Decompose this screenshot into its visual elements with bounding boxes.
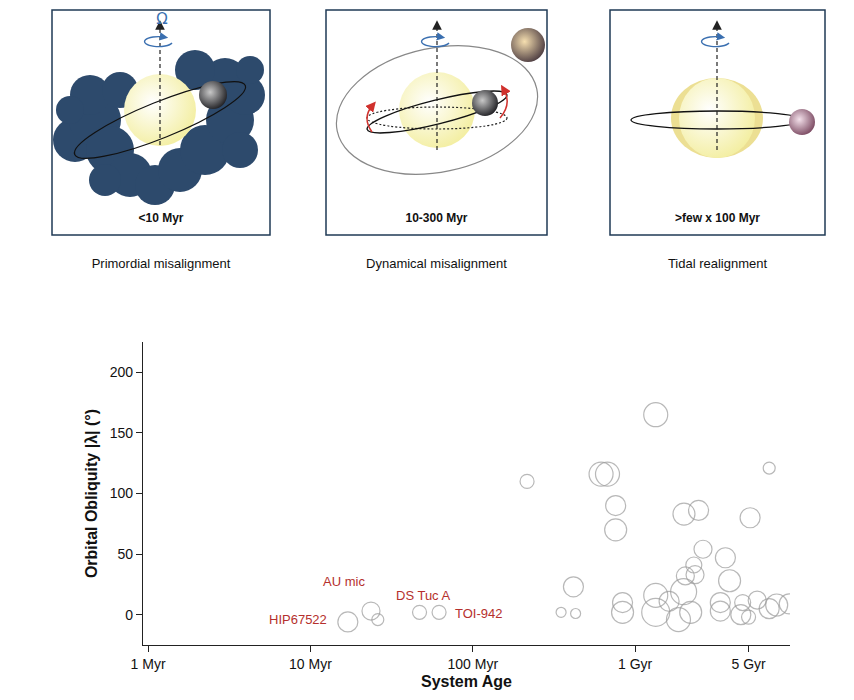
svg-text:TOI-942: TOI-942 (455, 606, 502, 621)
svg-text:AU mic: AU mic (323, 574, 365, 589)
svg-text:Orbital Obliquity |λ| (°): Orbital Obliquity |λ| (°) (83, 409, 100, 578)
svg-text:150: 150 (110, 425, 134, 441)
svg-text:50: 50 (117, 546, 133, 562)
svg-text:5 Gyr: 5 Gyr (731, 656, 766, 672)
svg-text:Ω: Ω (156, 10, 167, 28)
svg-text:10-300 Myr: 10-300 Myr (405, 211, 467, 225)
svg-text:Tidal realignment: Tidal realignment (668, 256, 768, 271)
svg-text:1 Gyr: 1 Gyr (618, 656, 653, 672)
svg-text:System Age: System Age (421, 673, 512, 690)
svg-text:>few x 100 Myr: >few x 100 Myr (675, 211, 760, 225)
svg-text:100 Myr: 100 Myr (447, 656, 498, 672)
svg-text:HIP67522: HIP67522 (269, 612, 327, 627)
svg-text:200: 200 (110, 364, 134, 380)
svg-text:Primordial misalignment: Primordial misalignment (92, 256, 231, 271)
svg-text:1 Myr: 1 Myr (131, 656, 166, 672)
svg-text:<10 Myr: <10 Myr (138, 211, 183, 225)
svg-text:10 Myr: 10 Myr (289, 656, 332, 672)
svg-text:0: 0 (125, 607, 133, 623)
svg-text:DS Tuc A: DS Tuc A (396, 588, 451, 603)
svg-text:Dynamical misalignment: Dynamical misalignment (366, 256, 507, 271)
svg-text:100: 100 (110, 485, 134, 501)
